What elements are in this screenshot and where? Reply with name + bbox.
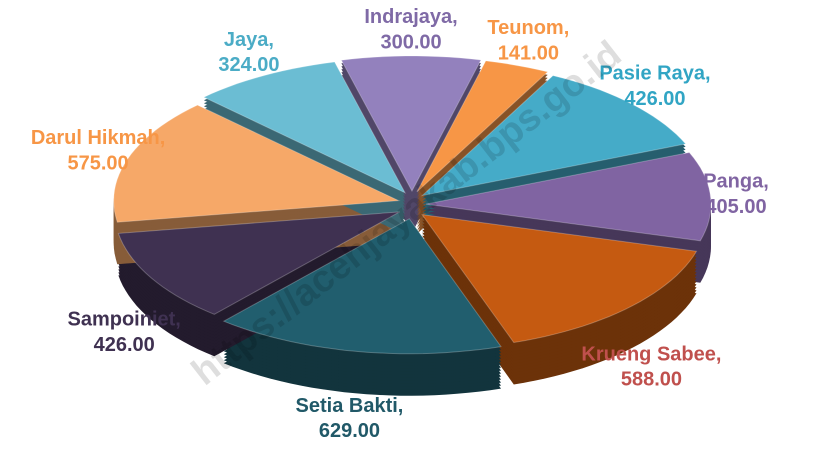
slice bbox=[340, 55, 482, 193]
value-label: 588.00 bbox=[621, 369, 682, 391]
value-label: 629.00 bbox=[319, 420, 380, 442]
separator: , bbox=[398, 395, 404, 417]
data-label: Darul Hikmah, bbox=[31, 127, 166, 149]
category-name: Jaya bbox=[224, 29, 269, 51]
slice bbox=[421, 213, 698, 344]
category-name: Teunom bbox=[487, 18, 563, 40]
separator: , bbox=[705, 63, 711, 85]
separator: , bbox=[160, 127, 166, 149]
data-label: Sampoiniet, bbox=[67, 309, 180, 331]
slice bbox=[117, 211, 401, 315]
separator: , bbox=[175, 309, 181, 331]
category-name: Sampoiniet bbox=[67, 309, 175, 331]
separator: , bbox=[268, 29, 274, 51]
value-label: 426.00 bbox=[624, 88, 685, 110]
slice bbox=[425, 151, 712, 242]
slice bbox=[202, 61, 407, 194]
pie bbox=[113, 55, 712, 396]
category-name: Darul Hikmah bbox=[31, 127, 160, 149]
category-name: Indrajaya bbox=[364, 6, 453, 28]
slice bbox=[420, 75, 687, 197]
data-label: Setia Bakti, bbox=[296, 395, 404, 417]
category-name: Setia Bakti bbox=[296, 395, 398, 417]
value-label: 141.00 bbox=[498, 43, 559, 65]
category-name: Krueng Sabee bbox=[581, 344, 715, 366]
value-label: 426.00 bbox=[94, 334, 155, 356]
data-label: Krueng Sabee, bbox=[581, 344, 721, 366]
value-label: 324.00 bbox=[218, 54, 279, 76]
separator: , bbox=[452, 6, 458, 28]
separator: , bbox=[564, 18, 570, 40]
data-label: Jaya, bbox=[224, 29, 274, 51]
data-label: Pasie Raya, bbox=[599, 63, 710, 85]
slice bbox=[113, 104, 401, 223]
data-label: Panga, bbox=[703, 171, 769, 193]
value-label: 575.00 bbox=[67, 152, 128, 174]
separator: , bbox=[763, 171, 769, 193]
data-label: Teunom, bbox=[487, 18, 569, 40]
category-name: Panga bbox=[703, 171, 764, 193]
separator: , bbox=[716, 344, 722, 366]
slice bbox=[222, 218, 502, 355]
value-label: 405.00 bbox=[705, 196, 766, 218]
category-name: Pasie Raya bbox=[599, 63, 706, 85]
slice bbox=[416, 60, 549, 193]
data-label: Indrajaya, bbox=[364, 6, 457, 28]
value-label: 300.00 bbox=[380, 31, 441, 53]
